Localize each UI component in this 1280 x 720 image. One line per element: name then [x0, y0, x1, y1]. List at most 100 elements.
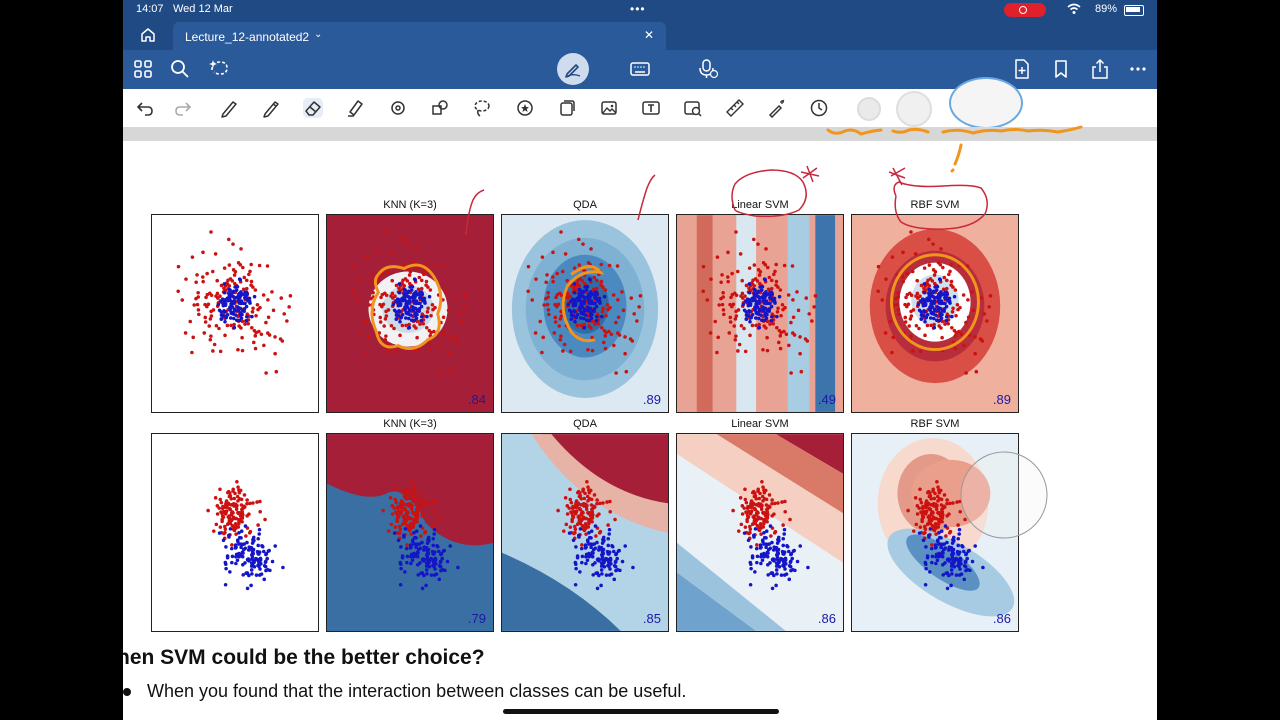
document-tab[interactable]: Lecture_12-annotated2 ⌄ ✕ — [173, 22, 666, 50]
scatter-plot — [511, 220, 659, 398]
microphone-icon[interactable] — [697, 58, 719, 80]
home-indicator[interactable] — [503, 709, 779, 714]
scatter-plot — [351, 230, 468, 375]
panel-title: RBF SVM — [910, 199, 960, 211]
status-time: 14:07 — [136, 3, 164, 15]
data-points — [556, 480, 635, 591]
classifier-plot-panel: .86 — [851, 433, 1019, 632]
bullet-dot — [123, 688, 131, 696]
accuracy-score: .89 — [992, 392, 1011, 407]
undo-icon[interactable] — [135, 98, 155, 118]
accuracy-score: .86 — [992, 611, 1011, 626]
scatter-plot — [327, 434, 493, 591]
scatter-plot — [502, 434, 668, 631]
chevron-down-icon[interactable]: ⌄ — [314, 29, 323, 40]
scatter-plot — [696, 215, 836, 412]
scatter-plot — [677, 434, 843, 631]
more-icon[interactable] — [1127, 58, 1149, 80]
pencil-icon[interactable] — [261, 98, 281, 118]
orange-boundary-knn — [370, 263, 443, 350]
classifier-plot-panel: .89 — [501, 214, 669, 413]
pen-mode-button[interactable] — [557, 53, 589, 85]
shapes-icon[interactable] — [388, 98, 408, 118]
status-bar: 14:07 Wed 12 Mar ••• 89% — [123, 0, 1157, 20]
scatter-plot — [869, 229, 1001, 384]
data-points — [381, 480, 460, 591]
timer-icon[interactable] — [809, 98, 829, 118]
keyboard-icon[interactable] — [629, 58, 651, 80]
panel-title: Linear SVM — [731, 418, 789, 430]
sticky-note-icon[interactable] — [557, 98, 577, 118]
document-tab-title[interactable]: Lecture_12-annotated2 — [185, 30, 310, 44]
classifier-plot-panel: .84 — [326, 214, 494, 413]
scatter-plot — [877, 438, 1015, 617]
panel-title: KNN (K=3) — [383, 418, 437, 430]
battery-icon — [1124, 5, 1144, 16]
search-icon[interactable] — [169, 58, 191, 80]
eraser-size-medium-swatch[interactable] — [896, 91, 932, 127]
scatter-plot — [176, 230, 293, 375]
accuracy-score: .89 — [642, 392, 661, 407]
bookmark-icon[interactable] — [1050, 58, 1072, 80]
multitasking-dots-icon[interactable]: ••• — [630, 2, 646, 16]
sticker-icon[interactable] — [515, 98, 535, 118]
pen-mode-icon[interactable] — [563, 59, 583, 79]
classifier-plot-panel: .79 — [326, 433, 494, 632]
accuracy-score: .84 — [467, 392, 486, 407]
slide-heading: hen SVM could be the better choice? — [123, 646, 485, 669]
eraser-size-large-swatch[interactable] — [949, 77, 1023, 129]
data-points — [876, 230, 993, 375]
data-points — [701, 230, 818, 375]
elements-icon[interactable] — [430, 98, 450, 118]
classifier-plot-panel — [151, 214, 319, 413]
data-points — [731, 480, 810, 591]
highlighter-icon[interactable] — [345, 98, 365, 118]
camera-icon[interactable] — [683, 98, 703, 118]
home-icon[interactable] — [139, 26, 157, 44]
lasso-magic-icon[interactable] — [208, 58, 230, 80]
data-points — [176, 230, 293, 375]
orange-boundary-qda — [561, 265, 605, 343]
close-tab-icon[interactable]: ✕ — [643, 28, 654, 42]
data-points — [206, 480, 285, 591]
accuracy-score: .86 — [817, 611, 836, 626]
data-points — [526, 230, 643, 375]
redo-icon[interactable] — [173, 98, 193, 118]
classifier-plot-panel: .86 — [676, 433, 844, 632]
panel-title: QDA — [573, 418, 597, 430]
lasso-icon[interactable] — [472, 98, 492, 118]
classifier-plot-panel: .49 — [676, 214, 844, 413]
add-page-icon[interactable] — [1011, 58, 1033, 80]
battery-percent: 89% — [1095, 3, 1118, 15]
pen-icon[interactable] — [219, 98, 239, 118]
accuracy-score: .49 — [817, 392, 836, 407]
grid-icon[interactable] — [132, 58, 154, 80]
share-icon[interactable] — [1089, 58, 1111, 80]
accuracy-score: .85 — [642, 611, 661, 626]
orange-boundary-rbf — [890, 253, 980, 352]
tab-bar: Lecture_12-annotated2 ⌄ ✕ — [123, 20, 1157, 50]
bullet-text: When you found that the interaction betw… — [147, 681, 687, 701]
image-icon[interactable] — [599, 98, 619, 118]
text-box-icon[interactable] — [641, 98, 661, 118]
laser-pointer-icon[interactable] — [767, 98, 787, 118]
annotation-toolbar — [123, 77, 1157, 129]
classifier-plot-panel — [151, 433, 319, 632]
data-points — [351, 230, 468, 375]
navigation-bar — [123, 50, 1157, 89]
ruler-icon[interactable] — [725, 98, 745, 118]
panel-title: Linear SVM — [731, 199, 789, 211]
screen-recording-icon[interactable] — [1004, 3, 1046, 17]
page-separator — [123, 127, 1157, 141]
wifi-icon — [1067, 3, 1081, 14]
panel-title: KNN (K=3) — [383, 199, 437, 211]
panel-title: QDA — [573, 199, 597, 211]
ipad-screen: 14:07 Wed 12 Mar ••• 89% Lecture_12-anno… — [123, 0, 1157, 720]
status-date: Wed 12 Mar — [173, 3, 233, 15]
scatter-plot — [206, 480, 285, 591]
classifier-plot-panel: .85 — [501, 433, 669, 632]
battery-level-fill — [1126, 7, 1141, 12]
eraser-size-small-swatch[interactable] — [857, 97, 881, 121]
classifier-plot-panel: .89 — [851, 214, 1019, 413]
eraser-icon[interactable] — [303, 98, 323, 118]
